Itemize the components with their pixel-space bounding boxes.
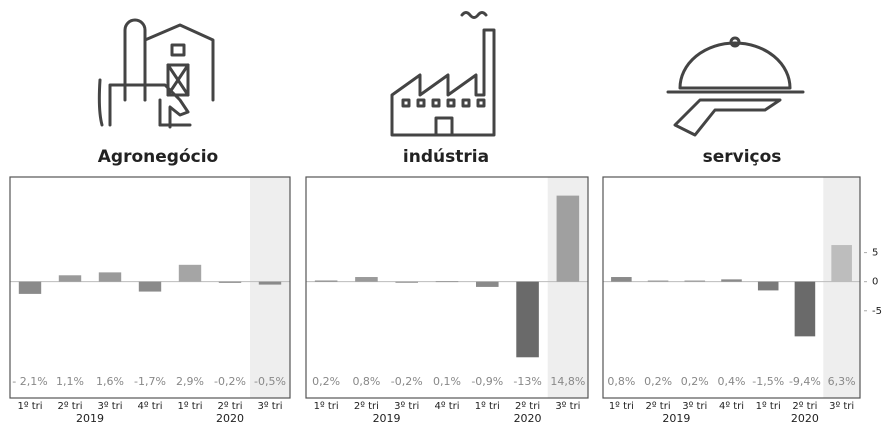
value-label: 0,8% (352, 375, 380, 388)
panel-title: Agronegócio (98, 147, 218, 167)
year-label: 2020 (514, 412, 542, 425)
year-label: 2019 (76, 412, 104, 425)
x-tick-label: 4º tri (719, 401, 744, 412)
services-icon (668, 38, 803, 135)
x-tick-label: 3º tri (829, 401, 854, 412)
factory-icon (392, 13, 494, 136)
bar (758, 282, 779, 291)
x-tick-label: 3º tri (97, 401, 122, 412)
bar (516, 282, 539, 358)
y-tick-label: 0 (872, 277, 878, 288)
chart: Agronegócio indústria serviços - 2,1% 1º … (0, 0, 886, 426)
value-label: 0,8% (607, 375, 635, 388)
value-label: -0,5% (254, 375, 286, 388)
value-label: 0,2% (312, 375, 340, 388)
value-label: 6,3% (828, 375, 856, 388)
x-tick-label: 1º tri (17, 401, 42, 412)
bar (648, 281, 669, 282)
panel-title: serviços (703, 147, 782, 167)
bar (795, 282, 816, 337)
x-tick-label: 1º tri (475, 401, 500, 412)
x-tick-label: 2º tri (792, 401, 817, 412)
value-label: -9,4% (789, 375, 821, 388)
value-label: 0,2% (644, 375, 672, 388)
value-label: 2,9% (176, 375, 204, 388)
x-tick-label: 2º tri (354, 401, 379, 412)
x-tick-label: 2º tri (515, 401, 540, 412)
bar (59, 275, 81, 281)
y-tick-label: -5 (872, 306, 882, 317)
value-label: 1,1% (56, 375, 84, 388)
x-tick-label: 3º tri (682, 401, 707, 412)
value-label: -0,2% (214, 375, 246, 388)
value-label: -13% (513, 375, 541, 388)
x-tick-label: 1º tri (756, 401, 781, 412)
value-label: 0,2% (681, 375, 709, 388)
bar (685, 281, 706, 282)
highlight-band (250, 177, 290, 398)
year-label: 2020 (791, 412, 819, 425)
x-tick-label: 2º tri (646, 401, 671, 412)
bar (355, 277, 378, 282)
value-label: - 2,1% (12, 375, 47, 388)
bar (179, 265, 201, 282)
bar (436, 281, 459, 282)
x-tick-label: 3º tri (257, 401, 282, 412)
bar (611, 277, 632, 282)
x-tick-label: 4º tri (137, 401, 162, 412)
bar (219, 282, 241, 283)
value-label: -1,7% (134, 375, 166, 388)
bar (259, 282, 281, 285)
value-label: 1,6% (96, 375, 124, 388)
value-label: 14,8% (550, 375, 585, 388)
bar (395, 282, 418, 283)
bar (19, 282, 41, 294)
x-tick-label: 1º tri (609, 401, 634, 412)
panel-title: indústria (403, 147, 489, 167)
value-label: 0,4% (718, 375, 746, 388)
bar (99, 272, 121, 281)
x-tick-label: 1º tri (314, 401, 339, 412)
x-tick-label: 2º tri (57, 401, 82, 412)
year-label: 2019 (373, 412, 401, 425)
bar (139, 282, 161, 292)
value-label: -1,5% (752, 375, 784, 388)
year-label: 2019 (662, 412, 690, 425)
x-tick-label: 3º tri (555, 401, 580, 412)
bar (476, 282, 499, 287)
x-tick-label: 1º tri (177, 401, 202, 412)
bar (831, 245, 852, 282)
value-label: 0,1% (433, 375, 461, 388)
x-tick-label: 4º tri (434, 401, 459, 412)
highlight-band (823, 177, 860, 398)
bar (721, 279, 742, 281)
agro-icon (99, 20, 213, 127)
year-label: 2020 (216, 412, 244, 425)
y-tick-label: 5 (872, 248, 878, 259)
x-tick-label: 2º tri (217, 401, 242, 412)
bar (315, 281, 338, 282)
page: {"chart_data": [ {"type": "bar", "title"… (0, 0, 886, 426)
x-tick-label: 3º tri (394, 401, 419, 412)
panel-frame (306, 177, 588, 398)
bar (557, 196, 580, 282)
panel-frame (603, 177, 860, 398)
value-label: -0,2% (391, 375, 423, 388)
value-label: -0,9% (471, 375, 503, 388)
